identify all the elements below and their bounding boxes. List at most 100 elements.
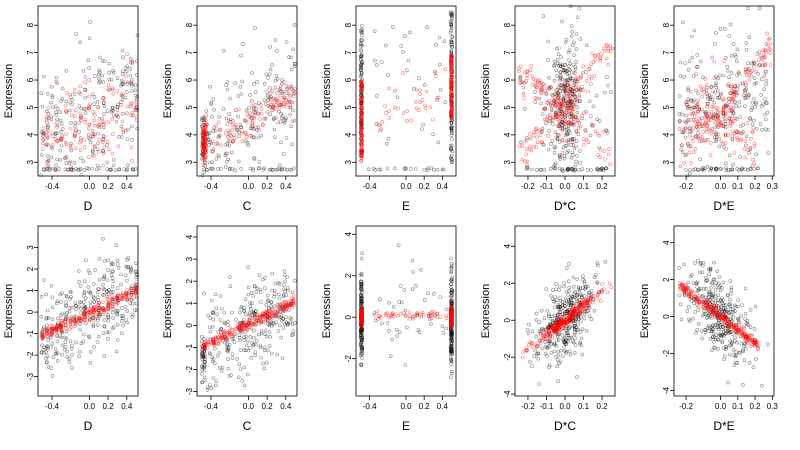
- fitted-point: [68, 159, 73, 164]
- fitted-point: [202, 129, 206, 134]
- fitted-point: [449, 316, 454, 321]
- data-point: [96, 131, 100, 136]
- fitted-point: [723, 133, 728, 138]
- fitted-point: [760, 63, 765, 68]
- fitted-points: [358, 300, 454, 332]
- fitted-point: [55, 324, 59, 329]
- fitted-point: [203, 160, 207, 164]
- data-point: [84, 321, 88, 326]
- fitted-point: [359, 115, 364, 119]
- fitted-point: [705, 94, 710, 98]
- data-point: [205, 385, 210, 390]
- data-point: [281, 114, 285, 118]
- data-point: [39, 350, 44, 354]
- fitted-point: [723, 110, 728, 115]
- data-point: [360, 347, 365, 352]
- data-point: [764, 100, 768, 105]
- data-point: [567, 98, 572, 103]
- data-point: [281, 316, 285, 321]
- data-point: [218, 318, 223, 322]
- fitted-point: [50, 146, 55, 151]
- data-point: [575, 110, 580, 115]
- data-point: [133, 88, 138, 93]
- fitted-point: [41, 332, 46, 337]
- data-point: [291, 329, 296, 334]
- x-axis-label: D: [84, 419, 93, 433]
- data-point: [78, 327, 82, 332]
- data-point: [201, 355, 206, 360]
- data-point: [100, 73, 104, 78]
- data-point: [237, 336, 242, 340]
- fitted-point: [566, 85, 571, 90]
- data-point: [759, 104, 764, 108]
- fitted-point: [539, 140, 544, 144]
- fitted-point: [121, 92, 125, 96]
- fitted-point: [562, 93, 566, 98]
- data-point: [540, 346, 545, 351]
- data-point: [45, 308, 50, 313]
- data-point: [272, 304, 277, 309]
- fitted-point: [727, 108, 732, 113]
- data-point: [121, 111, 125, 116]
- fitted-point: [73, 146, 78, 150]
- data-point: [46, 338, 51, 342]
- data-point: [560, 63, 565, 67]
- fitted-point: [746, 148, 751, 152]
- data-point: [79, 118, 83, 122]
- data-point: [557, 77, 562, 82]
- data-point: [216, 135, 221, 139]
- data-point: [97, 68, 101, 73]
- data-point: [763, 117, 768, 122]
- data-point: [562, 154, 567, 158]
- data-point: [110, 105, 115, 110]
- data-point: [254, 339, 259, 343]
- fitted-point: [359, 313, 363, 318]
- fitted-point: [244, 132, 249, 136]
- y-tick-label: 7: [26, 50, 35, 55]
- fitted-point: [250, 120, 255, 124]
- x-tick-label: 0.3: [767, 182, 779, 191]
- data-point: [358, 56, 363, 61]
- fitted-point: [201, 150, 205, 154]
- data-point: [276, 329, 281, 333]
- data-point: [572, 332, 577, 337]
- data-point: [757, 6, 762, 10]
- data-point: [81, 159, 86, 164]
- data-point: [46, 123, 50, 128]
- x-tick-label: 0.0: [243, 402, 255, 411]
- data-point: [373, 58, 377, 63]
- data-point: [236, 94, 240, 98]
- fitted-point: [359, 137, 364, 142]
- fitted-point: [607, 147, 611, 151]
- data-point: [247, 312, 252, 317]
- fitted-point: [695, 135, 700, 139]
- data-point: [97, 256, 102, 261]
- data-point: [125, 320, 129, 325]
- data-point: [105, 167, 109, 171]
- fitted-point: [41, 330, 45, 335]
- data-point: [678, 119, 682, 123]
- fitted-point: [734, 93, 739, 98]
- data-point: [248, 311, 252, 315]
- fitted-point: [705, 124, 709, 128]
- data-point: [578, 318, 583, 323]
- y-tick-label: -3: [185, 387, 194, 395]
- fitted-point: [551, 93, 556, 98]
- fitted-point: [547, 86, 552, 90]
- data-point: [359, 293, 364, 298]
- data-point: [556, 52, 561, 57]
- data-point: [757, 50, 762, 54]
- data-point: [281, 294, 286, 299]
- fitted-point: [413, 313, 417, 318]
- data-point: [79, 306, 83, 311]
- fitted-point: [449, 310, 454, 315]
- y-tick-label: -1: [26, 329, 35, 337]
- data-point: [82, 332, 86, 337]
- data-point: [565, 72, 570, 76]
- fitted-point: [520, 80, 525, 85]
- fitted-point: [535, 135, 539, 140]
- data-point: [107, 70, 111, 75]
- data-point: [562, 125, 567, 130]
- fitted-point: [568, 96, 573, 101]
- fitted-point: [524, 152, 529, 157]
